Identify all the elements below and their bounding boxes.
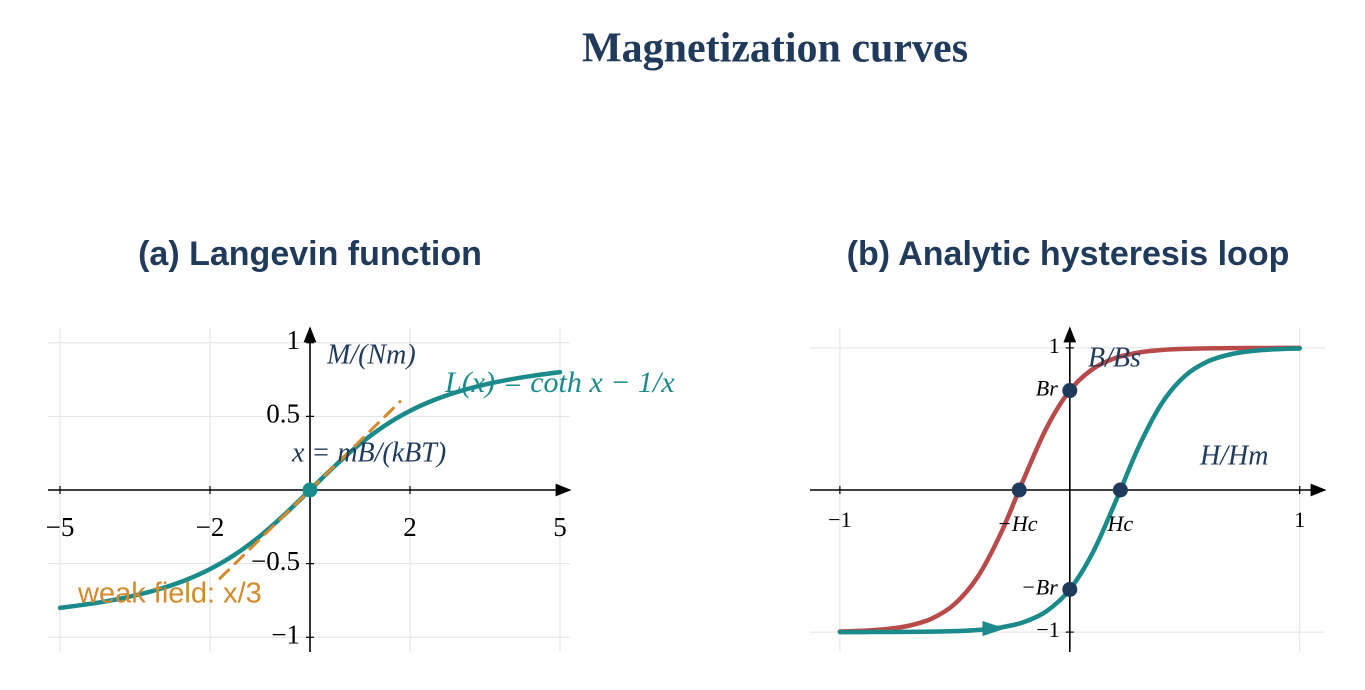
series-label: weak field: x/3 bbox=[77, 578, 262, 610]
point bbox=[1062, 581, 1078, 597]
x-tick-label: −2 bbox=[196, 512, 225, 542]
y-tick-label: 1 bbox=[287, 325, 301, 355]
x-tick-label: −1 bbox=[828, 507, 851, 532]
figure-title: Magnetization curves bbox=[582, 26, 968, 72]
plots: (a) Langevin function −5 −2 2 5 −1 −0.5 0.5 1 L(x… bbox=[46, 235, 1327, 652]
x-tick-label: 2 bbox=[403, 512, 417, 542]
y-tick-label: −0.5 bbox=[251, 546, 300, 576]
x-tick-label: 5 bbox=[553, 512, 567, 542]
subplot: (b) Analytic hysteresis loop −1 1 −1 1 H/Hm B/… bbox=[810, 235, 1327, 652]
x-axis-label: x = mB/(kBT) bbox=[291, 437, 446, 468]
point-label: Hc bbox=[1107, 511, 1134, 536]
series-label: L(x) = coth x − 1/x bbox=[444, 366, 675, 399]
subplot: (a) Langevin function −5 −2 2 5 −1 −0.5 0.5 1 L(x… bbox=[46, 235, 675, 652]
point bbox=[1062, 383, 1078, 399]
y-tick-label: −1 bbox=[271, 619, 300, 649]
point bbox=[1112, 482, 1128, 498]
x-tick-label: −5 bbox=[46, 512, 75, 542]
y-axis-label: B/Bs bbox=[1088, 342, 1141, 373]
y-tick-label: 1 bbox=[1049, 333, 1060, 358]
point-label: −Br bbox=[1021, 575, 1058, 600]
point-label: −Hc bbox=[997, 511, 1038, 536]
point bbox=[1011, 482, 1027, 498]
y-axis-label: M/(Nm) bbox=[326, 339, 416, 370]
point bbox=[302, 482, 318, 498]
x-axis-label: H/Hm bbox=[1199, 440, 1268, 471]
x-tick-label: 1 bbox=[1294, 507, 1305, 532]
subplot-title: (b) Analytic hysteresis loop bbox=[847, 235, 1290, 273]
y-tick-label: 0.5 bbox=[266, 399, 300, 429]
point-label: Br bbox=[1036, 376, 1058, 401]
y-tick-label: −1 bbox=[1036, 617, 1059, 642]
subplot-title: (a) Langevin function bbox=[138, 235, 482, 273]
direction-arrow bbox=[982, 620, 1006, 637]
